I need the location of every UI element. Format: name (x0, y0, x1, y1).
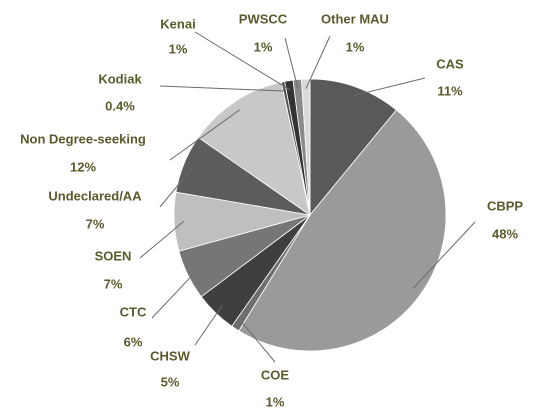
category-label: CHSW (150, 348, 190, 363)
value-label: 12% (70, 159, 96, 174)
value-label: 1% (254, 39, 273, 54)
leader-line (159, 85, 285, 92)
category-label: CTC (120, 304, 147, 319)
leader-line (169, 109, 241, 161)
value-label: 0.4% (105, 98, 135, 113)
category-label: CAS (436, 56, 464, 71)
category-label: Other MAU (321, 11, 389, 26)
value-label: 11% (437, 83, 463, 98)
value-label: 1% (169, 41, 188, 56)
category-label: PWSCC (239, 11, 288, 26)
leader-line (240, 320, 276, 363)
value-label: 48% (492, 226, 518, 241)
value-label: 5% (161, 374, 180, 389)
leader-line (194, 305, 223, 346)
leader-line (412, 221, 476, 289)
category-label: SOEN (95, 248, 132, 263)
value-label: 7% (86, 216, 105, 231)
pie-slice (197, 81, 311, 216)
category-label: Non Degree-seeking (20, 131, 146, 146)
pie-slice (309, 78, 397, 217)
leader-line (194, 31, 291, 91)
category-label: COE (261, 367, 290, 382)
value-label: 1% (346, 39, 365, 54)
category-label: CBPP (487, 198, 523, 213)
category-label: Kodiak (98, 71, 142, 86)
leader-line (151, 270, 197, 319)
leader-line (139, 220, 184, 259)
leader-line (352, 77, 426, 97)
pie-slice (238, 109, 447, 352)
leader-line (284, 37, 299, 90)
category-label: Kenai (160, 16, 195, 31)
value-label: 1% (266, 394, 285, 409)
leader-line (159, 166, 194, 208)
category-label: Undeclared/AA (48, 188, 142, 203)
leader-line (305, 35, 331, 89)
value-label: 7% (104, 276, 123, 291)
value-label: 6% (124, 334, 143, 349)
